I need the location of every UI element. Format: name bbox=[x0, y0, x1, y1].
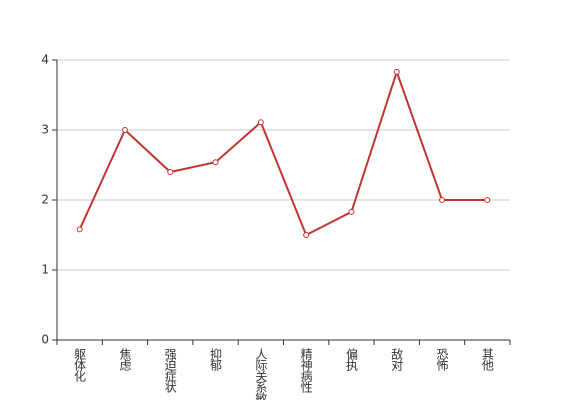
point bbox=[257, 119, 264, 126]
point bbox=[303, 232, 310, 238]
point bbox=[439, 197, 446, 203]
point bbox=[121, 127, 128, 133]
point bbox=[212, 159, 219, 166]
y-tick-label: 2 bbox=[41, 193, 49, 207]
x-tick-label: 其他 bbox=[480, 348, 494, 371]
x-tick-label: 偏执 bbox=[344, 347, 358, 372]
x-tick-label: 精神病性 bbox=[299, 348, 313, 394]
point bbox=[167, 169, 174, 175]
x-tick-label: 恐怖 bbox=[435, 348, 449, 371]
x-tick-label: 强迫症状 bbox=[163, 348, 177, 393]
line bbox=[78, 68, 488, 237]
point bbox=[393, 68, 400, 75]
x-tick-label: 敌对 bbox=[390, 347, 404, 371]
y-tick-label: 3 bbox=[41, 123, 49, 137]
y-tick-label: 0 bbox=[41, 333, 49, 347]
y-tick-label: 1 bbox=[41, 263, 49, 277]
x-tick-label: 焦虑 bbox=[118, 348, 132, 371]
x-tick-label: 抑郁 bbox=[209, 347, 223, 372]
x-tick-label: 躯体化 bbox=[73, 347, 87, 383]
y-tick-label: 4 bbox=[41, 53, 49, 67]
point bbox=[76, 226, 83, 233]
point bbox=[348, 208, 355, 215]
point bbox=[484, 197, 491, 203]
x-tick-label: 人际关系敏感 bbox=[254, 348, 268, 400]
